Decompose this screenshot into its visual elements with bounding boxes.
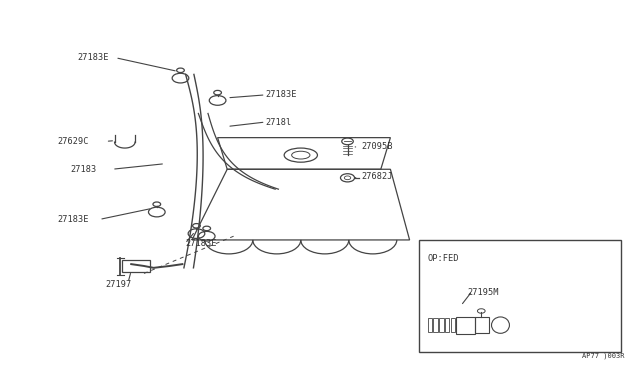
Bar — [433, 318, 438, 332]
Bar — [419, 240, 621, 352]
Bar — [445, 318, 449, 332]
Text: 27197: 27197 — [106, 280, 132, 289]
Text: 27183E: 27183E — [266, 90, 297, 99]
Text: 27629C: 27629C — [58, 137, 89, 146]
Text: 27682J: 27682J — [362, 172, 393, 181]
Bar — [428, 318, 432, 332]
Bar — [122, 260, 150, 272]
Bar — [439, 318, 444, 332]
Bar — [456, 317, 475, 334]
Bar — [451, 318, 455, 332]
Text: 27183E: 27183E — [58, 215, 89, 224]
Text: 27183: 27183 — [70, 165, 97, 174]
Text: 27095B: 27095B — [362, 142, 393, 151]
Text: 27183E: 27183E — [186, 239, 217, 248]
Text: 27195M: 27195M — [467, 288, 499, 296]
Text: 2718l: 2718l — [266, 118, 292, 127]
Text: 27183E: 27183E — [77, 53, 109, 62]
Text: OP:FED: OP:FED — [428, 254, 459, 263]
Text: AP77 )003R: AP77 )003R — [582, 352, 624, 359]
Bar — [475, 317, 489, 333]
